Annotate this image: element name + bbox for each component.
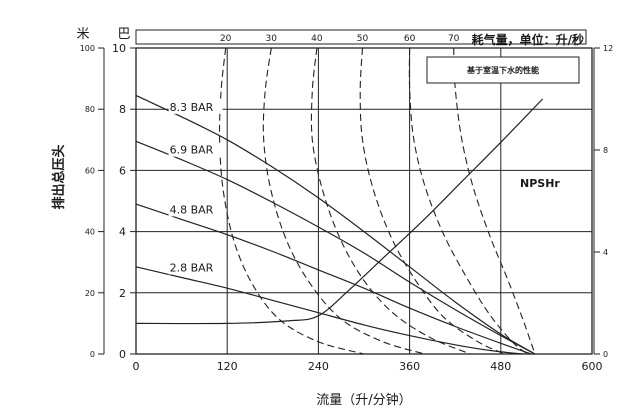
x-tick-label-5: 600 bbox=[582, 360, 603, 373]
air-label-60: 60 bbox=[404, 34, 416, 44]
legend-note-text: 基于室温下水的性能 bbox=[466, 65, 539, 75]
legend-note-box bbox=[426, 56, 580, 84]
npsh-curve-group: NPSHr bbox=[135, 98, 560, 325]
npsh-label: NPSHr bbox=[520, 177, 560, 190]
pressure-line-0 bbox=[135, 94, 536, 355]
axes: 0 120 240 360 480 600024681002040608010004812… bbox=[80, 29, 613, 373]
pressure-line-1 bbox=[135, 140, 536, 355]
pressure-label-0: 8.3 BAR bbox=[170, 101, 214, 114]
air-header-strip bbox=[135, 29, 587, 45]
air-line-60 bbox=[408, 47, 528, 355]
x-tick-label-3: 360 bbox=[399, 360, 420, 373]
air-line-30 bbox=[262, 47, 425, 355]
meter-tick-label-4: 80 bbox=[85, 105, 95, 114]
pressure-label-bg-2 bbox=[168, 203, 223, 217]
x-tick-label-1: 120 bbox=[217, 360, 238, 373]
air-line-50 bbox=[359, 47, 505, 355]
pressure-label-1: 6.9 BAR bbox=[170, 144, 214, 157]
pressure-label-2: 4.8 BAR bbox=[170, 203, 214, 216]
plot-frame bbox=[135, 47, 593, 355]
pressure-label-3: 2.8 BAR bbox=[170, 262, 214, 275]
air-label-30: 30 bbox=[266, 34, 278, 44]
air-consumption-title: 耗气量，单位：升/秒 bbox=[472, 32, 584, 47]
air-label-70: 70 bbox=[448, 34, 460, 44]
pressure-label-bg-3 bbox=[168, 261, 223, 275]
npsh-tick-label-3: 12 bbox=[603, 44, 613, 53]
plot-grid bbox=[135, 47, 593, 355]
npsh-line bbox=[135, 98, 544, 325]
pressure-label-bg-0 bbox=[168, 100, 223, 114]
meter-tick-label-2: 40 bbox=[85, 228, 95, 237]
x-tick-label-4: 480 bbox=[490, 360, 511, 373]
meter-tick-label-3: 60 bbox=[85, 166, 95, 175]
pressure-line-2 bbox=[135, 203, 532, 355]
bar-tick-label-1: 2 bbox=[119, 287, 126, 300]
air-line-70 bbox=[453, 47, 536, 355]
meter-tick-label-1: 20 bbox=[85, 289, 95, 298]
x-axis-label: 流量（升/分钟） bbox=[316, 392, 411, 408]
x-tick-label-2: 240 bbox=[308, 360, 329, 373]
air-label-40: 40 bbox=[311, 34, 323, 44]
bar-tick-label-4: 8 bbox=[119, 103, 126, 116]
pressure-label-bg-1 bbox=[168, 143, 223, 157]
x-tick-label-0: 0 bbox=[133, 360, 140, 373]
top-unit-meter: 米 bbox=[76, 27, 89, 42]
npsh-tick-label-2: 8 bbox=[603, 146, 608, 155]
air-consumption-lines bbox=[218, 47, 536, 355]
meter-tick-label-0: 0 bbox=[90, 350, 95, 359]
pressure-line-3 bbox=[135, 266, 524, 355]
air-line-40 bbox=[310, 47, 471, 355]
bar-tick-label-5: 10 bbox=[112, 42, 126, 55]
bar-tick-label-0: 0 bbox=[119, 348, 126, 361]
air-label-20: 20 bbox=[220, 34, 232, 44]
pressure-curves: 8.3 BAR 6.9 BAR 4.8 BAR 2.8 BAR bbox=[135, 94, 536, 355]
air-label-50: 50 bbox=[357, 34, 369, 44]
npsh-tick-label-0: 0 bbox=[603, 350, 608, 359]
bar-tick-label-2: 4 bbox=[119, 226, 126, 239]
air-line-20 bbox=[218, 47, 365, 355]
y-axis-label: 排出总压头 bbox=[51, 144, 67, 209]
top-unit-bar: 巴 bbox=[117, 27, 130, 42]
npsh-tick-label-1: 4 bbox=[603, 248, 608, 257]
bar-tick-label-3: 6 bbox=[119, 164, 126, 177]
meter-tick-label-5: 100 bbox=[80, 44, 95, 53]
